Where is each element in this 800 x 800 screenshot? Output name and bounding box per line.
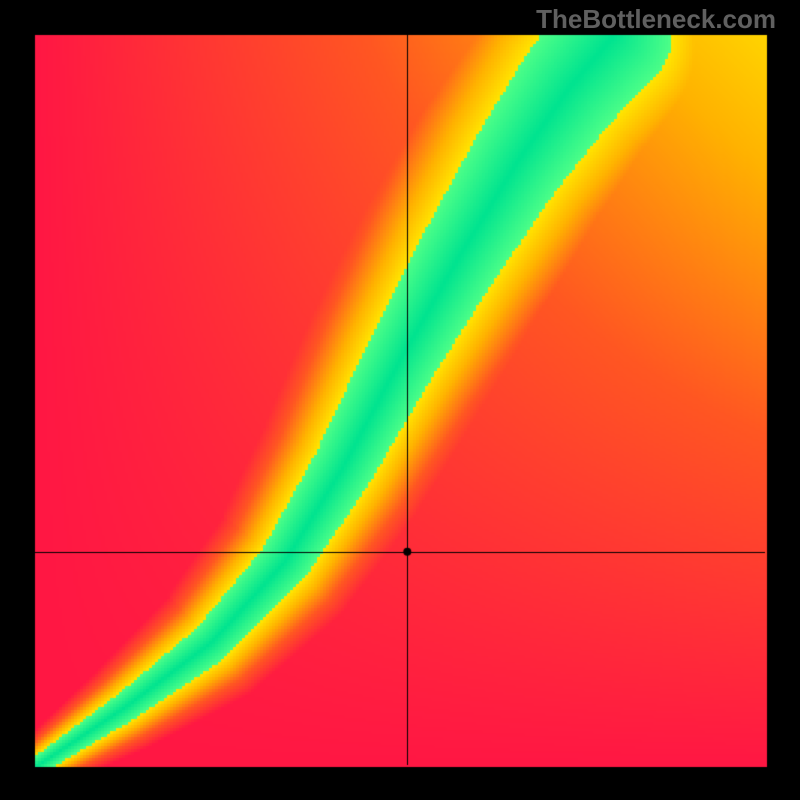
heatmap-canvas <box>0 0 800 800</box>
watermark-text: TheBottleneck.com <box>536 4 776 35</box>
chart-stage: TheBottleneck.com <box>0 0 800 800</box>
